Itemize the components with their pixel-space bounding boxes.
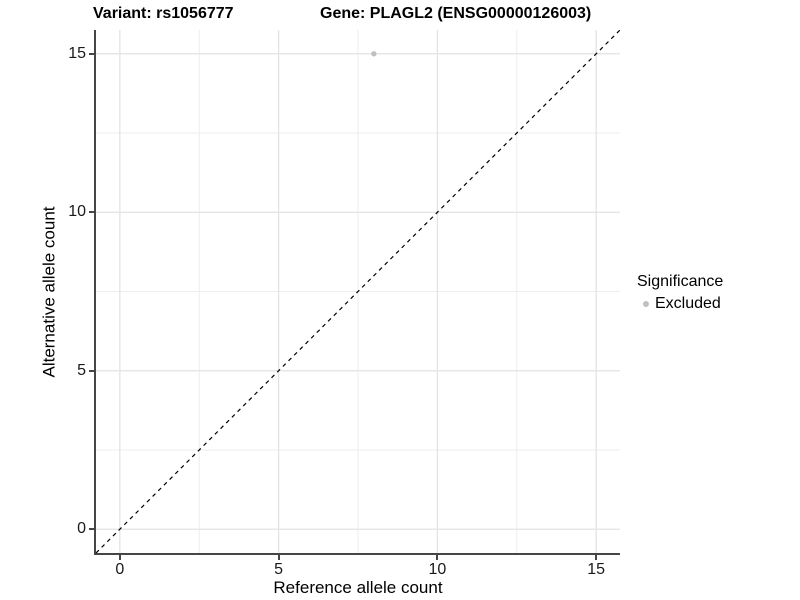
x-tick-label: 10	[428, 561, 447, 578]
legend-key	[637, 295, 655, 313]
identity-line	[96, 30, 620, 553]
data-point	[371, 51, 377, 57]
legend-item-label: Excluded	[655, 295, 721, 312]
x-tick-mark	[277, 555, 280, 560]
plot-title-variant: Variant: rs1056777	[93, 5, 234, 22]
y-tick-label: 0	[77, 520, 86, 538]
plot-panel	[94, 30, 620, 555]
plot-panel-canvas	[96, 30, 620, 553]
legend: Significance Excluded	[637, 272, 723, 314]
plot-title-gene: Gene: PLAGL2 (ENSG00000126003)	[320, 5, 592, 22]
x-tick-mark	[595, 555, 598, 560]
y-tick-mark	[89, 211, 94, 214]
legend-point-icon	[643, 301, 649, 307]
x-tick-mark	[118, 555, 121, 560]
y-axis-title-wrap: Alternative allele count	[40, 30, 60, 553]
y-tick-mark	[89, 369, 94, 372]
legend-item-excluded: Excluded	[637, 294, 723, 314]
y-tick-mark	[89, 52, 94, 55]
x-tick-label: 0	[115, 561, 125, 578]
x-tick-label: 5	[274, 561, 284, 578]
y-tick-label: 10	[68, 203, 86, 221]
y-tick-mark	[89, 528, 94, 531]
y-tick-label: 15	[68, 44, 86, 62]
x-tick-mark	[436, 555, 439, 560]
y-tick-label: 5	[77, 361, 86, 379]
y-axis-title: Alternative allele count	[40, 205, 60, 378]
x-tick-label: 15	[587, 561, 606, 578]
x-axis-title: Reference allele count	[273, 578, 443, 597]
legend-title: Significance	[637, 273, 724, 290]
